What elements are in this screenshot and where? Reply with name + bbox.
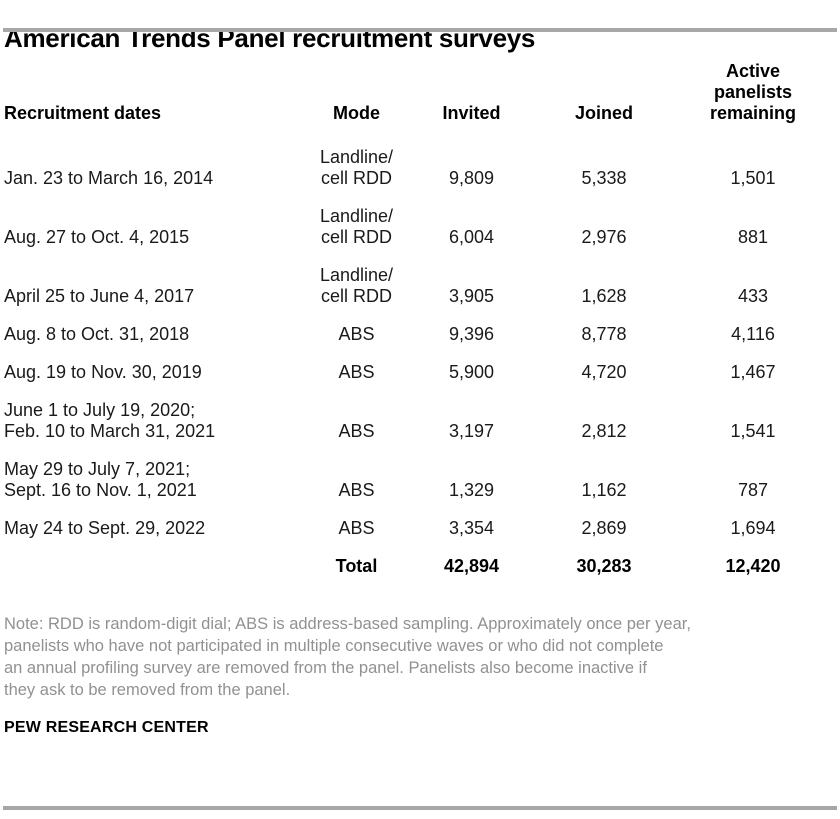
cell-invited: 9,396 <box>448 324 495 344</box>
cell-invited: 3,905 <box>448 286 495 306</box>
table-row: May 24 to Sept. 29, 2022 ABS 3,354 2,869… <box>4 501 832 539</box>
bottom-rule <box>3 806 837 810</box>
cell-mode: Landline/ cell RDD <box>319 206 394 247</box>
total-empty-cell <box>4 539 304 577</box>
header-recruitment-dates: Recruitment dates <box>4 103 162 123</box>
cell-remaining: 1,501 <box>730 168 776 188</box>
cell-invited: 3,354 <box>448 518 495 538</box>
cell-joined: 1,628 <box>581 286 627 306</box>
total-joined: 30,283 <box>576 556 632 576</box>
table-row: Aug. 27 to Oct. 4, 2015 Landline/ cell R… <box>4 189 832 248</box>
cell-dates: May 29 to July 7, 2021; Sept. 16 to Nov.… <box>4 459 197 500</box>
total-invited: 42,894 <box>443 556 500 576</box>
cell-remaining: 1,541 <box>730 421 776 441</box>
recruitment-table: Recruitment dates Mode Invited Joined Ac… <box>4 61 832 577</box>
cell-dates: Aug. 27 to Oct. 4, 2015 <box>4 227 190 247</box>
cell-remaining: 1,467 <box>730 362 776 382</box>
cell-joined: 1,162 <box>581 480 627 500</box>
cell-invited: 5,900 <box>448 362 495 382</box>
cell-joined: 5,338 <box>581 168 627 188</box>
cell-remaining: 881 <box>737 227 769 247</box>
cell-mode: ABS <box>338 362 375 382</box>
total-label: Total <box>335 556 378 576</box>
cell-joined: 2,976 <box>581 227 627 247</box>
cell-mode: ABS <box>338 421 375 441</box>
cell-joined: 2,869 <box>581 518 627 538</box>
cell-invited: 6,004 <box>448 227 495 247</box>
table-row: June 1 to July 19, 2020; Feb. 10 to Marc… <box>4 383 832 442</box>
header-row: Recruitment dates Mode Invited Joined Ac… <box>4 61 832 130</box>
cell-joined: 8,778 <box>581 324 627 344</box>
table-body: Jan. 23 to March 16, 2014 Landline/ cell… <box>4 130 832 577</box>
table-row: May 29 to July 7, 2021; Sept. 16 to Nov.… <box>4 442 832 501</box>
table-header: Recruitment dates Mode Invited Joined Ac… <box>4 61 832 130</box>
cell-dates: Jan. 23 to March 16, 2014 <box>4 168 214 188</box>
cell-dates: April 25 to June 4, 2017 <box>4 286 195 306</box>
cell-invited: 1,329 <box>448 480 495 500</box>
cell-remaining: 433 <box>737 286 769 306</box>
cell-remaining: 1,694 <box>730 518 776 538</box>
top-rule <box>3 28 837 32</box>
cell-mode: ABS <box>338 518 375 538</box>
cell-mode: Landline/ cell RDD <box>319 265 394 306</box>
cell-dates: Aug. 19 to Nov. 30, 2019 <box>4 362 202 382</box>
cell-remaining: 4,116 <box>731 324 775 344</box>
cell-mode: ABS <box>338 324 375 344</box>
cell-joined: 2,812 <box>581 421 627 441</box>
total-row: Total 42,894 30,283 12,420 <box>4 539 832 577</box>
header-active-panelists-remaining: Active panelists remaining <box>709 61 797 123</box>
table-row: Aug. 19 to Nov. 30, 2019 ABS 5,900 4,720… <box>4 345 832 383</box>
cell-mode: ABS <box>338 480 375 500</box>
footnote: Note: RDD is random-digit dial; ABS is a… <box>4 615 691 699</box>
cell-dates: June 1 to July 19, 2020; Feb. 10 to Marc… <box>4 400 216 441</box>
cell-dates: Aug. 8 to Oct. 31, 2018 <box>4 324 190 344</box>
header-invited: Invited <box>442 103 501 123</box>
cell-mode: Landline/ cell RDD <box>319 147 394 188</box>
table-row: Jan. 23 to March 16, 2014 Landline/ cell… <box>4 130 832 189</box>
cell-joined: 4,720 <box>581 362 627 382</box>
table-row: April 25 to June 4, 2017 Landline/ cell … <box>4 248 832 307</box>
cell-invited: 3,197 <box>448 421 495 441</box>
table-row: Aug. 8 to Oct. 31, 2018 ABS 9,396 8,778 … <box>4 307 832 345</box>
cell-invited: 9,809 <box>448 168 495 188</box>
figure-content: American Trends Panel recruitment survey… <box>0 23 840 738</box>
cell-dates: May 24 to Sept. 29, 2022 <box>4 518 206 538</box>
source-attribution: PEW RESEARCH CENTER <box>4 718 209 736</box>
header-joined: Joined <box>574 103 633 123</box>
header-mode: Mode <box>333 103 380 123</box>
cell-remaining: 787 <box>737 480 769 500</box>
total-remaining: 12,420 <box>725 556 781 576</box>
